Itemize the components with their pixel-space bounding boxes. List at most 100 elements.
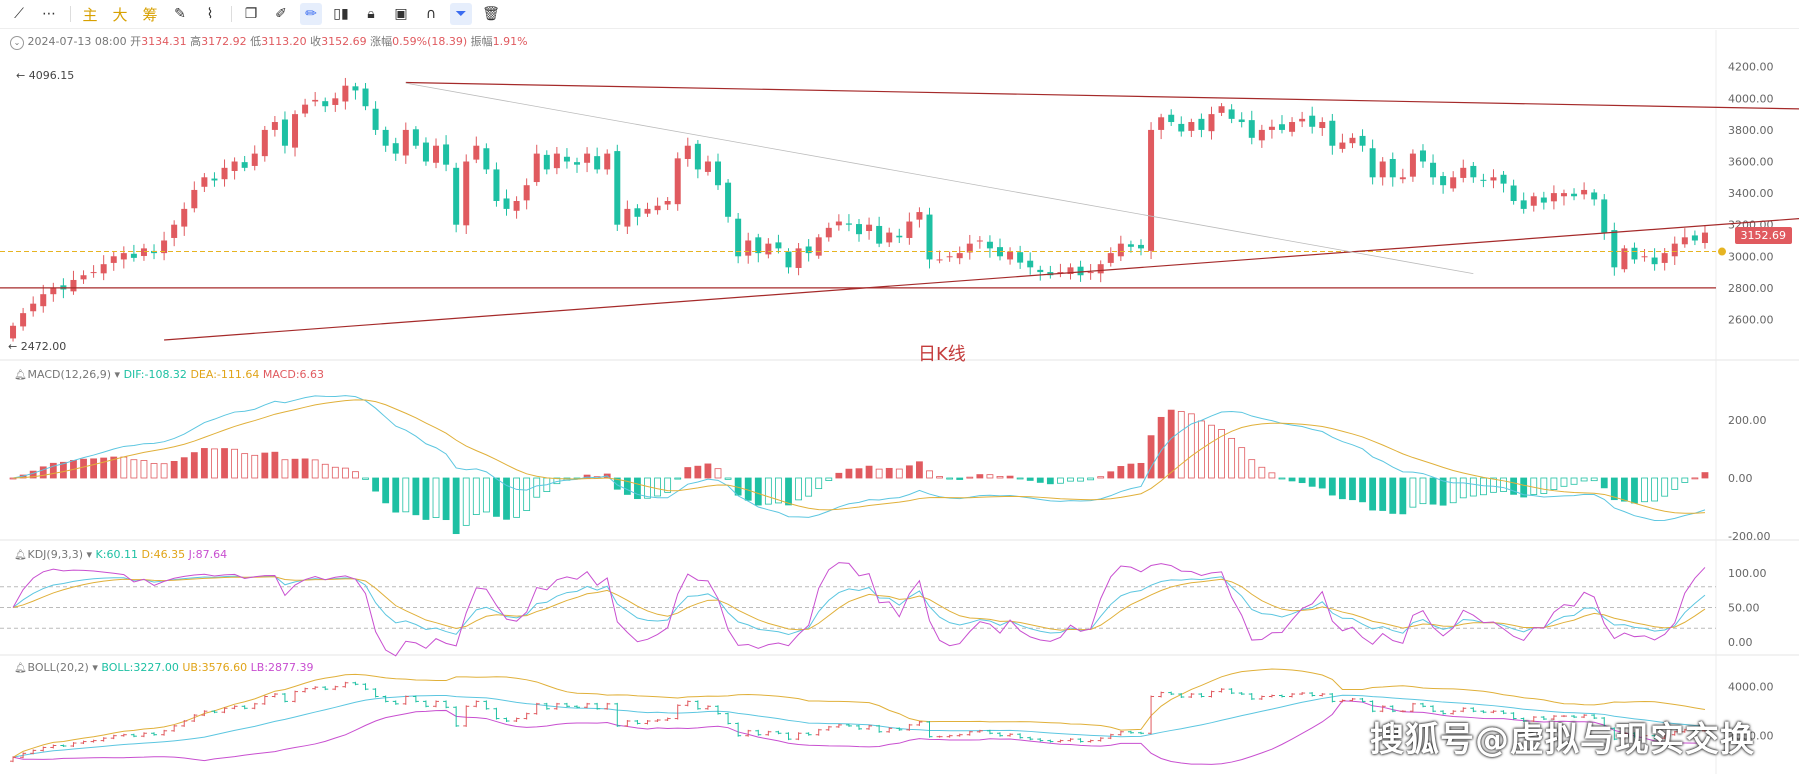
trendline-thin — [405, 82, 1474, 275]
high-label: 高 — [190, 35, 202, 48]
macd-histogram-bar — [382, 477, 390, 504]
copy-icon[interactable]: ❐ — [244, 6, 258, 22]
magnet-icon[interactable]: ∩ — [425, 6, 437, 22]
candle-body — [1067, 267, 1074, 274]
macd-histogram-bar — [1046, 477, 1054, 485]
chip-button[interactable]: 筹 — [142, 5, 158, 24]
candle-body — [1369, 148, 1376, 178]
trash-icon[interactable]: 🗑︎ — [482, 6, 500, 22]
candle-body — [715, 161, 722, 186]
macd-histogram-bar — [1379, 477, 1387, 511]
macd-histogram-bar — [221, 448, 228, 479]
open-label: 开 — [130, 35, 142, 48]
macd-histogram-bar — [1409, 477, 1417, 508]
candle-body — [775, 242, 782, 249]
candle-body — [634, 208, 641, 217]
macd-name[interactable]: MACD(12,26,9) — [27, 368, 112, 381]
lock-icon[interactable]: 🔒︎ — [367, 6, 375, 22]
candle-body — [976, 240, 983, 242]
macd-histogram-bar — [1238, 447, 1246, 479]
macd-histogram-bar — [724, 477, 732, 480]
filter-icon[interactable]: ⏷ — [450, 3, 472, 25]
candle-body — [271, 122, 278, 130]
macd-histogram-bar — [946, 477, 954, 480]
candle-body — [654, 205, 661, 211]
line-tool-icon[interactable]: ⟋ — [14, 6, 24, 22]
candle-body — [1289, 122, 1296, 132]
macd-histogram-bar — [986, 474, 994, 479]
low-annotation: ← 2472.00 — [8, 340, 67, 353]
macd-histogram-bar — [1550, 477, 1558, 491]
macd-histogram-bar — [49, 462, 57, 479]
draw-icon[interactable]: ✏ — [300, 3, 322, 25]
candle-body — [1208, 114, 1215, 132]
dropdown-icon[interactable]: ▾ — [92, 661, 98, 674]
candle-body — [241, 162, 248, 168]
macd-histogram-bar — [39, 466, 47, 479]
large-button[interactable]: 大 — [112, 5, 128, 24]
brush-icon[interactable]: ⌇ — [206, 6, 214, 22]
change-value: 0.59%(18.39) — [392, 35, 468, 48]
more-icon[interactable]: ⋯ — [42, 6, 56, 22]
candle-body — [1641, 256, 1648, 258]
macd-histogram-bar — [392, 477, 400, 513]
low-value: 3113.20 — [261, 35, 307, 48]
ohlc-date: 2024-07-13 08:00 — [27, 35, 127, 48]
bell-icon[interactable]: 🔔︎ — [14, 663, 27, 674]
bell-icon[interactable]: 🔔︎ — [14, 370, 27, 381]
macd-histogram-bar — [1389, 477, 1397, 514]
macd-histogram-bar — [533, 477, 541, 498]
macd-histogram-bar — [331, 466, 339, 479]
high-annotation: ← 4096.15 — [16, 69, 75, 82]
candle-body — [1339, 142, 1346, 149]
macd-histogram-bar — [885, 467, 893, 479]
macd-histogram-bar — [875, 468, 883, 479]
collapse-icon[interactable]: ⌄ — [10, 36, 24, 50]
macd-histogram-bar — [513, 477, 520, 518]
candle-body — [231, 161, 238, 171]
candle-body — [1480, 179, 1487, 181]
candle-body — [584, 153, 591, 163]
candle-body — [30, 303, 37, 312]
candle-body — [845, 223, 852, 225]
price-tick-label: 3600.00 — [1728, 156, 1774, 169]
boll-name[interactable]: BOLL(20,2) — [27, 661, 89, 674]
candle-body — [503, 198, 510, 209]
macd-histogram-bar — [1318, 477, 1326, 489]
macd-histogram-bar — [291, 458, 299, 479]
macd-histogram-bar — [170, 460, 178, 479]
close-label: 收 — [310, 35, 322, 48]
macd-histogram-bar — [1701, 472, 1709, 479]
macd-histogram-bar — [1661, 477, 1669, 497]
image-icon[interactable]: ▣ — [394, 6, 408, 22]
bell-icon[interactable]: 🔔︎ — [14, 550, 27, 561]
candle-body — [392, 143, 399, 154]
kdj-name[interactable]: KDJ(9,3,3) — [27, 548, 84, 561]
candle-body — [1359, 135, 1366, 146]
macd-histogram-bar — [1208, 424, 1215, 479]
macd-histogram-bar — [1500, 477, 1507, 492]
ruler-icon[interactable]: ✐ — [275, 6, 287, 22]
macd-histogram-bar — [664, 477, 672, 493]
dropdown-icon[interactable]: ▾ — [114, 368, 121, 381]
candle-body — [1500, 174, 1507, 184]
candles-icon[interactable]: ▯▮ — [333, 6, 349, 22]
edit-icon[interactable]: ✎ — [174, 6, 186, 22]
candle-body — [201, 177, 208, 187]
candle-body — [986, 241, 993, 249]
dropdown-icon[interactable]: ▾ — [86, 548, 93, 561]
main-indicator-button[interactable]: 主 — [82, 5, 98, 24]
macd-histogram-bar — [1016, 477, 1024, 480]
candle-body — [1399, 177, 1406, 180]
candle-body — [20, 313, 27, 327]
macd-histogram-bar — [1469, 477, 1477, 497]
macd-dif: DIF:-108.32 — [123, 368, 187, 381]
macd-histogram-bar — [976, 474, 984, 479]
candle-body — [161, 240, 168, 254]
macd-histogram-bar — [1641, 477, 1648, 503]
macd-histogram-bar — [1671, 477, 1679, 490]
macd-histogram-bar — [402, 477, 410, 513]
price-tick-label: 4000.00 — [1728, 92, 1774, 105]
candle-body — [795, 248, 802, 268]
kline-chart[interactable]: 2600.002800.003000.003200.003400.003600.… — [0, 30, 1799, 774]
